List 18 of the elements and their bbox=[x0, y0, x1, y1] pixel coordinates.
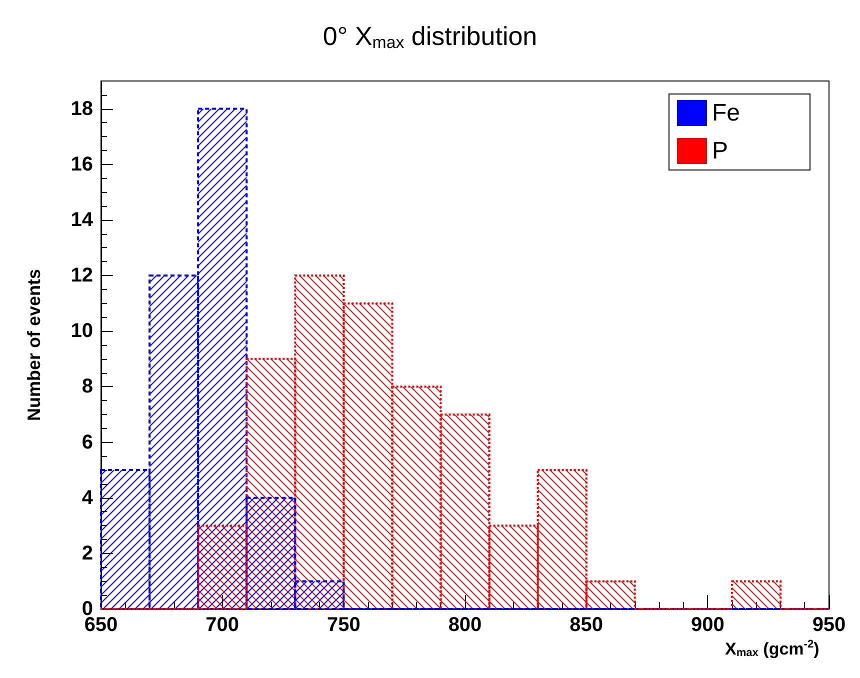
legend-label: Fe bbox=[712, 100, 740, 126]
x-tick-label: 750 bbox=[326, 614, 360, 636]
y-tick-label: 14 bbox=[70, 208, 94, 231]
y-tick-label: 10 bbox=[70, 320, 93, 342]
y-tick-label: 6 bbox=[82, 431, 93, 454]
x-tick-label: 900 bbox=[690, 614, 724, 636]
x-tick-label: 850 bbox=[570, 614, 604, 636]
y-axis-title: Number of events bbox=[24, 268, 44, 422]
y-tick-label: 8 bbox=[82, 376, 93, 398]
y-tick-label: 4 bbox=[82, 486, 94, 509]
x-tick-label: 950 bbox=[812, 614, 846, 636]
legend-label: P bbox=[712, 138, 728, 164]
y-tick-label: 2 bbox=[82, 542, 93, 564]
x-tick-label: 700 bbox=[206, 614, 240, 636]
y-tick-label: 12 bbox=[70, 264, 93, 287]
x-tick-label: 800 bbox=[448, 614, 482, 636]
y-tick-label: 18 bbox=[70, 98, 93, 120]
y-tick-label: 16 bbox=[70, 153, 93, 176]
